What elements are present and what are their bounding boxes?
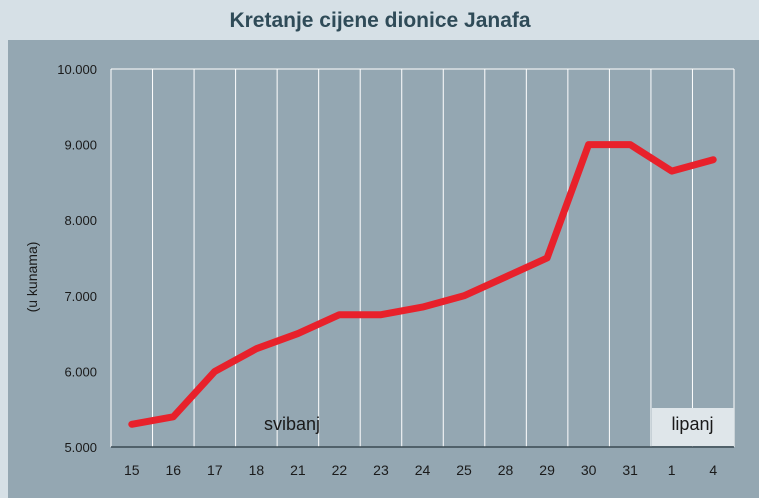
x-tick-label: 4 (709, 462, 717, 478)
y-axis-ticks: 5.000 6.000 7.000 8.000 9.000 10.000 (57, 62, 97, 455)
y-tick-label: 5.000 (64, 440, 97, 455)
x-tick-label: 25 (456, 462, 472, 478)
x-tick-label: 15 (124, 462, 140, 478)
y-tick-label: 8.000 (64, 213, 97, 228)
x-tick-label: 18 (249, 462, 265, 478)
x-tick-label: 28 (498, 462, 514, 478)
x-tick-label: 29 (539, 462, 555, 478)
x-axis-ticks: 15 16 17 18 21 22 23 24 25 28 29 30 31 1 4 (124, 462, 717, 478)
y-axis-label: (u kunama) (24, 242, 40, 313)
x-tick-label: 17 (207, 462, 223, 478)
chart-title: Kretanje cijene dionice Janafa (229, 9, 530, 32)
x-tick-label: 21 (290, 462, 306, 478)
x-tick-label: 22 (332, 462, 348, 478)
month-label-box (651, 408, 734, 446)
y-tick-label: 7.000 (64, 289, 97, 304)
chart-panel (8, 40, 759, 498)
x-tick-label: 16 (166, 462, 182, 478)
y-tick-label: 9.000 (64, 138, 97, 153)
x-tick-label: 23 (373, 462, 389, 478)
x-tick-label: 24 (415, 462, 431, 478)
month-labels: svibanj lipanj (264, 408, 734, 446)
x-tick-label: 31 (622, 462, 638, 478)
y-tick-label: 6.000 (64, 364, 97, 379)
y-tick-label: 10.000 (57, 62, 97, 77)
price-line (128, 141, 717, 428)
x-tick-label: 1 (668, 462, 676, 478)
month-label-lipanj: lipanj (671, 414, 713, 434)
grid-lines (110, 68, 735, 447)
month-label-svibanj: svibanj (264, 414, 320, 434)
x-tick-label: 30 (581, 462, 597, 478)
